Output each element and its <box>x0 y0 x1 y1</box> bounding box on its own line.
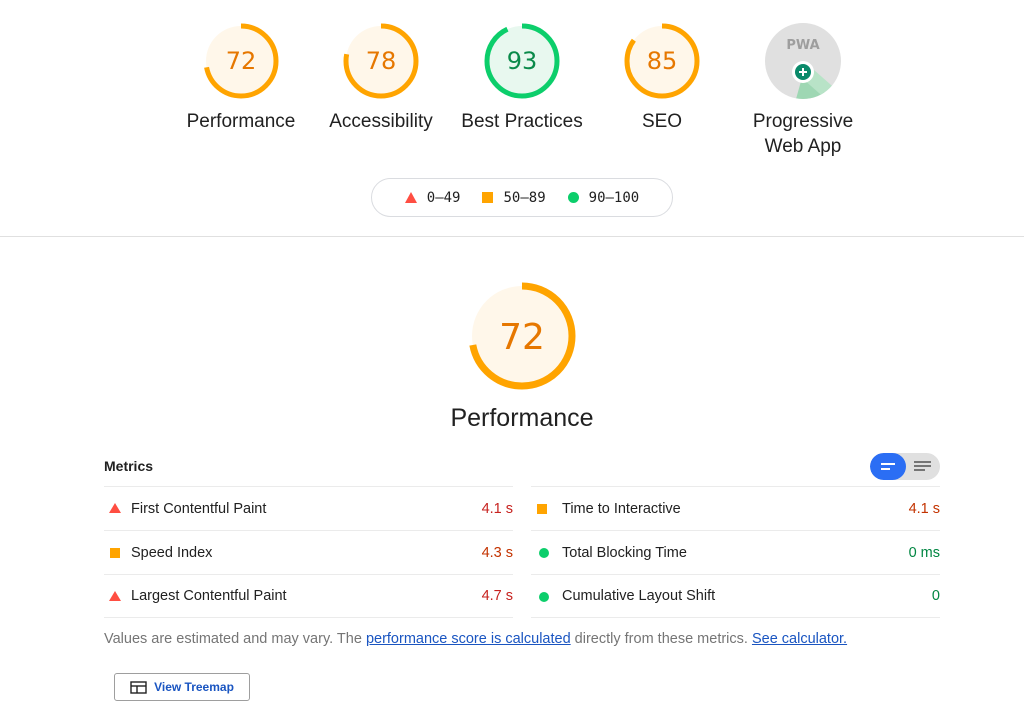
metric-name: Time to Interactive <box>562 500 681 517</box>
gauge-ring: 85 <box>624 23 700 99</box>
view-treemap-label: View Treemap <box>154 680 234 694</box>
circle-pass-icon <box>539 548 549 558</box>
metric-value: 4.3 s <box>481 544 513 561</box>
metric-row: First Contentful Paint 4.1 s <box>104 486 513 530</box>
score-calculated-link[interactable]: performance score is calculated <box>365 631 571 647</box>
triangle-fail-icon <box>404 192 417 203</box>
metric-name: First Contentful Paint <box>131 500 267 517</box>
legend-fail: 0–49 <box>404 189 461 206</box>
gauge-ring: 72 <box>468 282 576 390</box>
metric-row: Cumulative Layout Shift 0 <box>531 574 940 618</box>
metrics-note: Values are estimated and may vary. The p… <box>104 631 847 647</box>
legend-range: 50–89 <box>503 189 546 206</box>
gauge-label: Performance <box>186 111 296 132</box>
metric-value: 4.1 s <box>481 500 513 517</box>
view-treemap-button[interactable]: View Treemap <box>114 673 250 701</box>
square-average-icon <box>110 548 120 558</box>
pwa-badge-icon: PWA <box>765 23 841 99</box>
gauge-score: 93 <box>507 47 538 75</box>
score-legend: 0–49 50–89 90–100 <box>371 178 673 217</box>
metric-name: Cumulative Layout Shift <box>562 588 716 604</box>
gauge-label: SEO <box>641 111 683 132</box>
gauge-pwa[interactable]: PWA Progressive Web App <box>733 22 873 159</box>
gauge-seo[interactable]: 85 SEO <box>592 22 732 134</box>
pwa-label-line1: Progressive <box>752 111 854 132</box>
legend-range: 0–49 <box>426 189 461 206</box>
see-calculator-link[interactable]: See calculator. <box>751 631 848 647</box>
gauge-score: 72 <box>226 47 257 75</box>
gauge-ring: 93 <box>484 23 560 99</box>
gauge-label: Best Practices <box>461 111 583 132</box>
metric-value: 0 ms <box>908 544 940 561</box>
page-title: Performance <box>450 404 594 432</box>
triangle-fail-icon <box>109 503 121 513</box>
treemap-icon <box>130 680 147 694</box>
pwa-badge-text: PWA <box>786 38 819 53</box>
metrics-column-left: First Contentful Paint 4.1 s Speed Index… <box>104 486 513 618</box>
gauge-label: Accessibility <box>329 111 433 132</box>
triangle-fail-icon <box>109 591 121 601</box>
gauge-score: 78 <box>366 47 397 75</box>
category-summary: 72 Performance 78 Accessibility 93 Best … <box>0 0 1024 237</box>
gauge-label: Progressive Web App <box>733 109 873 159</box>
note-prefix: Values are estimated and may vary. The <box>104 631 366 647</box>
legend-range: 90–100 <box>588 189 640 206</box>
metric-row: Time to Interactive 4.1 s <box>531 486 940 530</box>
metric-row: Total Blocking Time 0 ms <box>531 530 940 574</box>
metric-name: Largest Contentful Paint <box>131 588 287 604</box>
note-middle: directly from these metrics. <box>570 631 752 647</box>
metric-value: 4.1 s <box>908 500 940 517</box>
legend-pass: 90–100 <box>567 189 640 206</box>
metric-name: Total Blocking Time <box>562 544 687 561</box>
square-average-icon <box>482 192 494 203</box>
main-performance-gauge: 72 <box>462 280 582 397</box>
gauge-ring: 72 <box>203 23 279 99</box>
circle-pass-icon <box>539 592 549 602</box>
metric-value: 4.7 s <box>481 588 513 604</box>
gauge-best-practices[interactable]: 93 Best Practices <box>452 22 592 134</box>
square-average-icon <box>537 504 547 514</box>
metric-value: 0 <box>931 588 940 604</box>
metrics-column-right: Time to Interactive 4.1 s Total Blocking… <box>531 486 940 618</box>
metrics-header: Metrics <box>104 458 154 474</box>
summary-view-icon[interactable] <box>870 453 906 480</box>
gauge-ring: 78 <box>343 23 419 99</box>
gauge-accessibility[interactable]: 78 Accessibility <box>311 22 451 134</box>
metrics-view-toggle[interactable] <box>870 453 940 480</box>
main-score: 72 <box>499 317 545 358</box>
metric-name: Speed Index <box>131 544 213 561</box>
legend-average: 50–89 <box>482 189 546 206</box>
gauge-performance[interactable]: 72 Performance <box>171 22 311 134</box>
gauge-score: 85 <box>647 47 678 75</box>
metric-row: Largest Contentful Paint 4.7 s <box>104 574 513 618</box>
pwa-label-line2: Web App <box>764 136 842 157</box>
metric-row: Speed Index 4.3 s <box>104 530 513 574</box>
circle-pass-icon <box>567 192 579 203</box>
